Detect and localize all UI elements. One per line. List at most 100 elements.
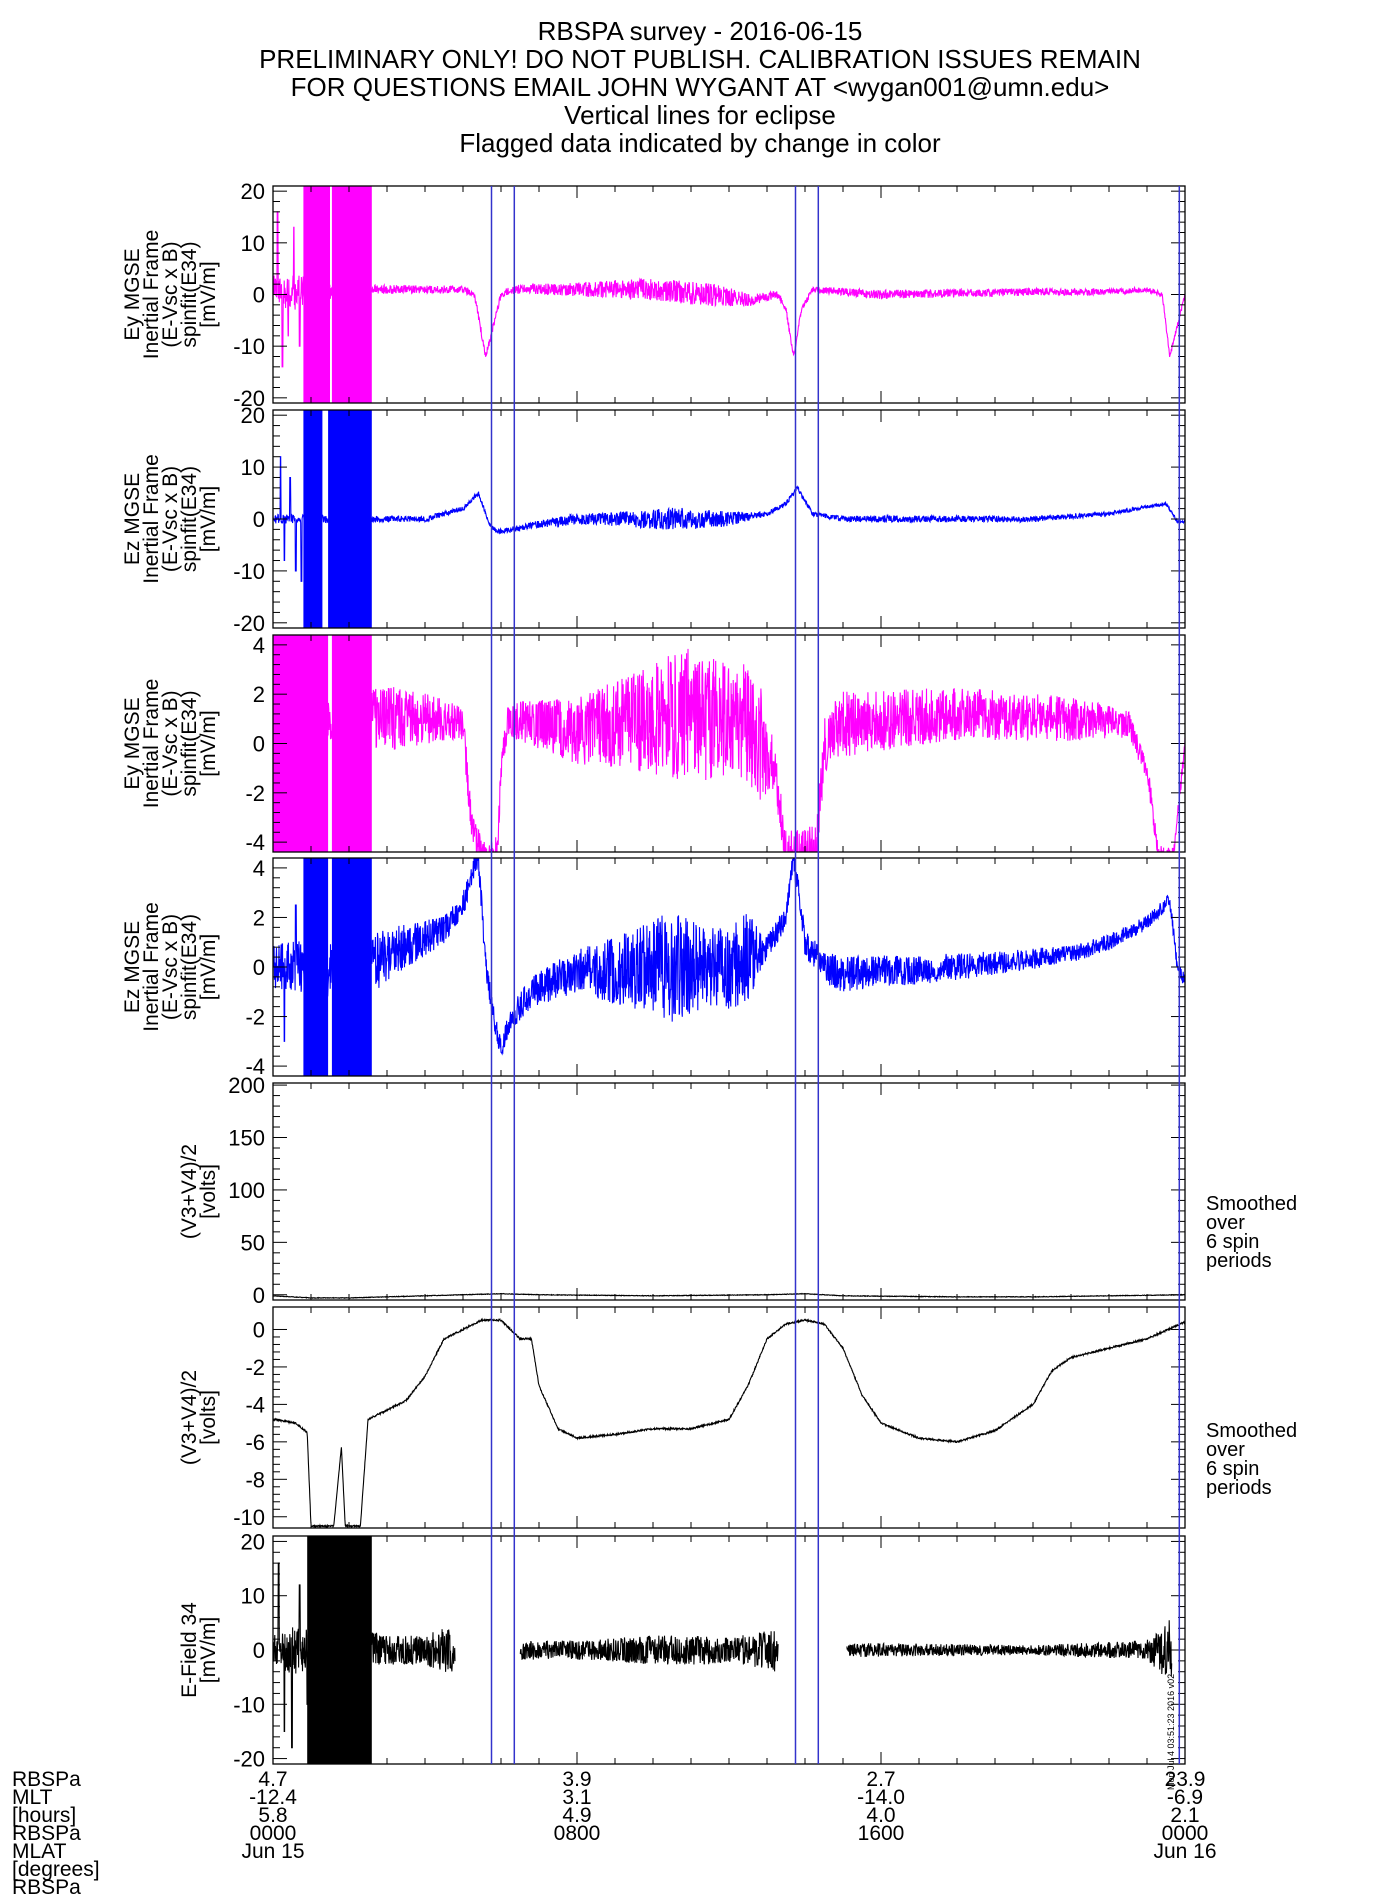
side-label: Smoothed xyxy=(1206,1420,1297,1442)
panel-frame xyxy=(272,1306,1186,1529)
y-axis-label: Inertial Frame xyxy=(140,230,163,360)
y-tick-label: -10 xyxy=(233,1692,265,1717)
y-axis-label: spinfit(E34) xyxy=(178,690,201,796)
data-trace xyxy=(273,1563,1185,1748)
y-tick-label: 0 xyxy=(253,283,265,308)
y-tick-label: 20 xyxy=(241,179,265,204)
y-axis-label: (E-Vsc x B) xyxy=(159,914,182,1020)
title-line: Vertical lines for eclipse xyxy=(564,100,836,130)
y-axis-label: [mV/m] xyxy=(197,486,220,553)
y-axis-label: [mV/m] xyxy=(197,710,220,777)
ephemeris-row-label: RBSPa xyxy=(12,1822,81,1845)
side-label: over xyxy=(1206,1439,1245,1461)
y-axis-label: E-Field 34 xyxy=(178,1602,201,1698)
flagged-span xyxy=(303,410,323,628)
ephemeris-value: 0000 xyxy=(250,1822,297,1845)
title-line: Flagged data indicated by change in colo… xyxy=(459,128,941,158)
ephemeris-value: 0000 xyxy=(1162,1822,1209,1845)
y-axis-label: (V3+V4)/2 xyxy=(178,1370,201,1465)
y-tick-label: -2 xyxy=(245,1005,265,1030)
y-tick-label: -10 xyxy=(233,559,265,584)
y-axis-label: (E-Vsc x B) xyxy=(159,241,182,347)
side-label: periods xyxy=(1206,1477,1272,1499)
y-tick-label: 2 xyxy=(253,905,265,930)
y-tick-label: -2 xyxy=(245,781,265,806)
y-axis-label: spinfit(E34) xyxy=(178,466,201,572)
title-line: PRELIMINARY ONLY! DO NOT PUBLISH. CALIBR… xyxy=(259,44,1141,74)
y-tick-label: -4 xyxy=(245,1392,265,1417)
y-axis-label: (V3+V4)/2 xyxy=(178,1144,201,1239)
ephemeris-row-label: MLT xyxy=(12,1786,53,1809)
y-axis-label: Ez MGSE xyxy=(121,473,144,565)
ephemeris-row-label: MLAT xyxy=(12,1840,67,1863)
side-label: over xyxy=(1206,1212,1245,1234)
flagged-span xyxy=(331,858,372,1076)
y-tick-label: -10 xyxy=(233,1505,265,1530)
y-tick-label: 0 xyxy=(253,1283,265,1308)
ephemeris-value: -6.9 xyxy=(1167,1786,1203,1809)
y-axis-label: Ey MGSE xyxy=(121,697,144,789)
y-axis-label: spinfit(E34) xyxy=(178,914,201,1020)
ephemeris-value: Jun 15 xyxy=(241,1840,304,1863)
y-axis-label: [volts] xyxy=(197,1164,220,1219)
ephemeris-value: 2.1 xyxy=(1170,1804,1199,1827)
version-stamp: Mon Jul 4 03:51:23 2016 v02 xyxy=(1166,1674,1176,1790)
ephemeris-value: Jun 16 xyxy=(1153,1840,1216,1863)
side-label: Smoothed xyxy=(1206,1193,1297,1215)
y-axis-label: [volts] xyxy=(197,1390,220,1445)
data-trace xyxy=(273,648,1185,852)
panel-frame xyxy=(272,1082,1186,1301)
side-label: 6 spin xyxy=(1206,1231,1259,1253)
y-tick-label: 2 xyxy=(253,682,265,707)
flagged-span xyxy=(331,635,372,852)
ephemeris-value: 3.1 xyxy=(562,1786,591,1809)
y-axis-label: [mV/m] xyxy=(197,261,220,328)
y-tick-label: 20 xyxy=(241,403,265,428)
y-tick-label: -8 xyxy=(245,1467,265,1492)
side-label: periods xyxy=(1206,1250,1272,1272)
ephemeris-table: RBSPaMLT[hours]RBSPaMLAT[degrees]RBSPa4.… xyxy=(12,1768,1217,1899)
y-tick-label: -20 xyxy=(233,386,265,411)
y-axis-label: [mV/m] xyxy=(197,934,220,1001)
y-tick-label: 20 xyxy=(241,1529,265,1554)
y-tick-label: -20 xyxy=(233,1747,265,1772)
y-tick-label: 0 xyxy=(253,732,265,757)
ephemeris-value: 4.0 xyxy=(866,1804,895,1827)
ephemeris-value: 0800 xyxy=(554,1822,601,1845)
data-trace xyxy=(273,858,1185,1056)
panel-7: -20 -10 0 10 20 E-Field 34[mV/m] xyxy=(178,1529,1186,1772)
side-label: 6 spin xyxy=(1206,1458,1259,1480)
ephemeris-row-label: [degrees] xyxy=(12,1858,100,1881)
title-line: FOR QUESTIONS EMAIL JOHN WYGANT AT <wyga… xyxy=(291,72,1110,102)
flagged-span xyxy=(307,1536,372,1764)
y-tick-label: -20 xyxy=(233,611,265,636)
y-axis-label: (E-Vsc x B) xyxy=(159,466,182,572)
y-tick-label: -4 xyxy=(245,830,265,855)
ephemeris-value: 1600 xyxy=(858,1822,905,1845)
flagged-span xyxy=(303,858,329,1076)
ephemeris-value: 3.9 xyxy=(562,1768,591,1791)
y-axis-label: (E-Vsc x B) xyxy=(159,690,182,796)
data-trace xyxy=(273,1317,1185,1528)
ephemeris-row-label: RBSPa xyxy=(12,1768,81,1791)
panel-5: 0 50 100 150 200 (V3+V4)/2[volts] xyxy=(178,1073,1186,1308)
flagged-span xyxy=(331,186,372,403)
eclipse-lines xyxy=(490,186,1181,1764)
ephemeris-value: 4.7 xyxy=(258,1768,287,1791)
y-axis-label: spinfit(E34) xyxy=(178,241,201,347)
ephemeris-value: 2.7 xyxy=(866,1768,895,1791)
ephemeris-value: 23.9 xyxy=(1165,1768,1206,1791)
y-axis-label: Inertial Frame xyxy=(140,902,163,1032)
y-tick-label: 4 xyxy=(253,633,265,658)
y-tick-label: -4 xyxy=(245,1054,265,1079)
ephemeris-row-label: RBSPa xyxy=(12,1876,81,1899)
y-tick-label: 10 xyxy=(241,455,265,480)
y-tick-label: 200 xyxy=(228,1073,265,1098)
y-tick-label: 100 xyxy=(228,1178,265,1203)
